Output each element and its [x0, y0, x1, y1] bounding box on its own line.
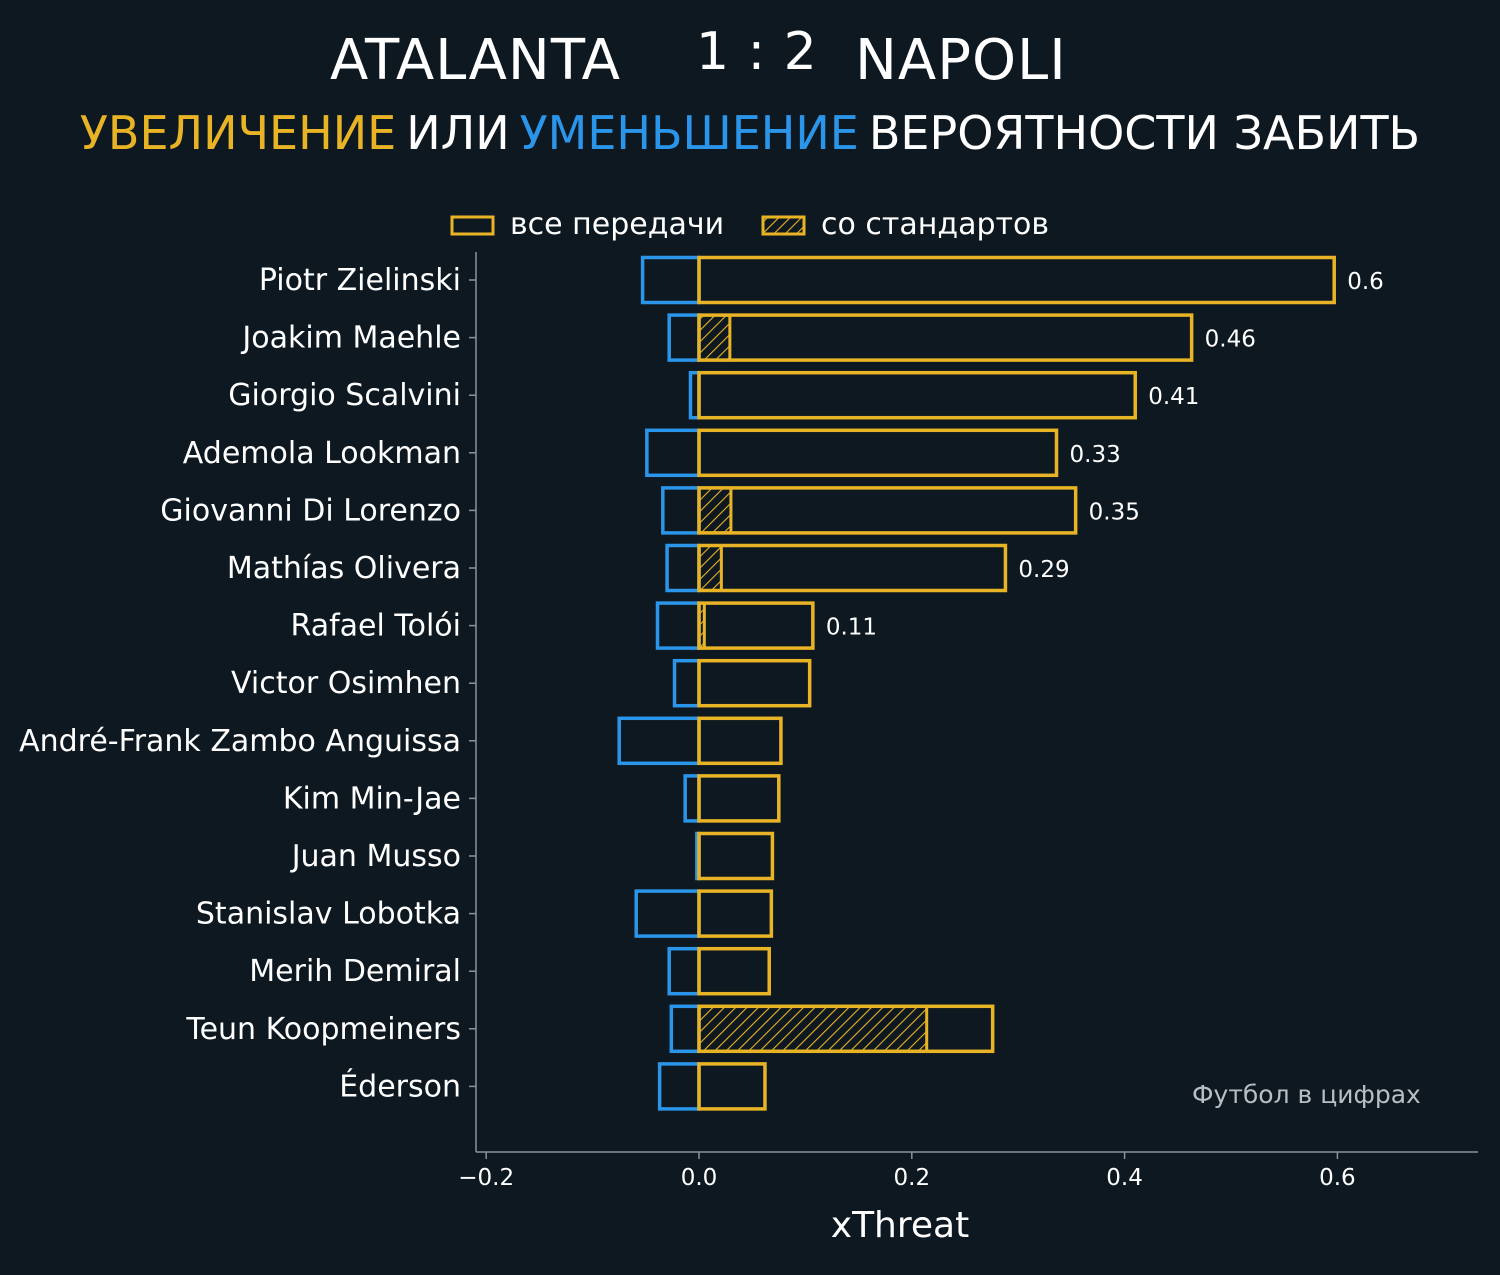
- chart-title: ATALANTA 1 : 2 NAPOLI: [0, 22, 1400, 98]
- positive-bar: [697, 1062, 767, 1111]
- positive-bar: [697, 313, 1194, 362]
- y-tick-label: Éderson: [339, 1068, 461, 1104]
- x-tick-label: −0.2: [458, 1165, 514, 1191]
- legend-swatch-all-passes: [450, 215, 495, 236]
- subtitle-decrease: УМЕНЬШЕНИЕ: [519, 106, 859, 160]
- positive-bar: [697, 946, 771, 996]
- y-tick-label: Mathías Olivera: [227, 551, 461, 586]
- negative-bar: [683, 774, 701, 823]
- positive-bar: [697, 486, 1078, 535]
- watermark: Футбол в цифрах: [1192, 1080, 1421, 1109]
- positive-bar: [697, 889, 774, 938]
- y-tick-label: Rafael Tolói: [291, 609, 461, 644]
- y-tick-label: Kim Min-Jae: [283, 781, 461, 816]
- axes-layer: Piotr Zielinski Joakim Maehle Giorgio Scal…: [19, 252, 1478, 1246]
- y-tick-label: André-Frank Zambo Anguissa: [19, 724, 461, 759]
- chart-subtitle: УВЕЛИЧЕНИЕ ИЛИ УМЕНЬШЕНИЕ ВЕРОЯТНОСТИ ЗАБИТ…: [0, 106, 1500, 160]
- positive-bar: [697, 543, 1008, 593]
- y-tick-label: Piotr Zielinski: [259, 263, 461, 298]
- x-tick-label: 0.6: [1319, 1165, 1356, 1191]
- negative-bar: [655, 601, 701, 650]
- match-score: 1 : 2: [696, 22, 818, 82]
- positive-bar: [697, 1004, 995, 1054]
- positive-bar: [697, 255, 1336, 305]
- positive-bar: [697, 716, 783, 766]
- y-tick-label: Merih Demiral: [249, 954, 461, 989]
- y-tick-label: Stanislav Lobotka: [196, 897, 461, 932]
- home-team-name: ATALANTA: [330, 28, 621, 93]
- x-tick-label: 0.4: [1106, 1165, 1143, 1191]
- bar-value-label: 0.29: [1018, 557, 1069, 583]
- y-tick-label: Juan Musso: [290, 839, 461, 874]
- x-axis-label: xThreat: [831, 1205, 969, 1246]
- negative-bar: [669, 1004, 701, 1054]
- subtitle-rest: ВЕРОЯТНОСТИ ЗАБИТЬ: [868, 106, 1421, 160]
- negative-bar: [667, 313, 701, 362]
- subtitle-increase: УВЕЛИЧЕНИЕ: [79, 106, 397, 160]
- positive-bar: [697, 774, 781, 823]
- y-tick-label: Giorgio Scalvini: [228, 378, 461, 413]
- bar-value-label: 0.33: [1070, 442, 1121, 468]
- y-tick-label: Teun Koopmeiners: [185, 1012, 461, 1047]
- bar-value-label: 0.35: [1089, 499, 1140, 525]
- bar-value-label: 0.41: [1148, 384, 1199, 410]
- bars-layer: 0.6 0.46 0.41 0.33 0.35 0.29 0.11: [617, 255, 1384, 1111]
- positive-bar: [697, 831, 775, 881]
- set-piece-bar: [697, 313, 732, 362]
- legend-label-all-passes: все передачи: [510, 207, 724, 242]
- negative-bar: [667, 946, 701, 996]
- chart-legend: все передачи со стандартов: [450, 207, 1049, 242]
- x-tick-label: 0.0: [681, 1165, 718, 1191]
- bar-value-label: 0.46: [1205, 327, 1256, 353]
- legend-swatch-set-pieces: [761, 215, 806, 236]
- y-tick-label: Giovanni Di Lorenzo: [160, 493, 461, 528]
- negative-bar: [657, 1062, 701, 1111]
- negative-bar: [661, 486, 701, 535]
- negative-bar: [645, 428, 701, 478]
- subtitle-or: ИЛИ: [406, 106, 510, 160]
- positive-bar: [697, 658, 812, 708]
- away-team-name: NAPOLI: [855, 28, 1067, 93]
- negative-bar: [634, 889, 701, 938]
- set-piece-bar: [697, 1004, 929, 1053]
- y-tick-label: Victor Osimhen: [231, 666, 461, 701]
- negative-bar: [665, 543, 701, 593]
- y-tick-label: Joakim Maehle: [240, 321, 461, 356]
- negative-bar: [640, 255, 701, 305]
- positive-bar: [697, 370, 1137, 420]
- negative-bar: [617, 716, 701, 766]
- set-piece-bar: [697, 544, 723, 592]
- y-tick-label: Ademola Lookman: [183, 436, 461, 471]
- bar-value-label: 0.6: [1347, 269, 1384, 295]
- positive-bar: [697, 428, 1059, 478]
- positive-bar: [697, 601, 815, 650]
- set-piece-bar: [697, 486, 733, 535]
- negative-bar: [672, 658, 701, 708]
- x-tick-label: 0.2: [894, 1165, 931, 1191]
- bar-value-label: 0.11: [826, 615, 877, 641]
- legend-label-set-pieces: со стандартов: [821, 207, 1049, 242]
